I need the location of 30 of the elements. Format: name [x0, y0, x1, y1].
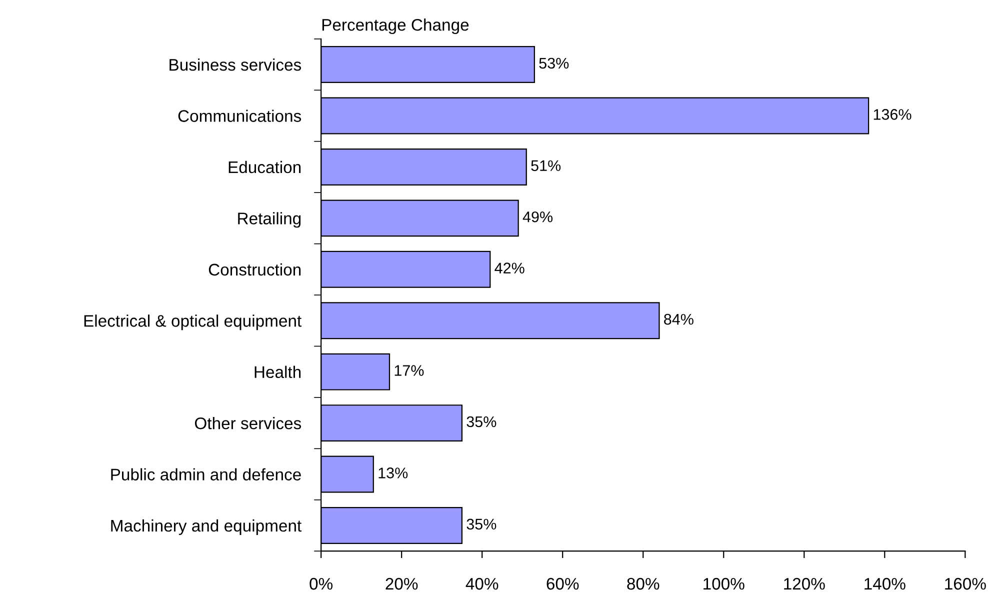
- chart-title: Percentage Change: [322, 18, 469, 34]
- data-label: 84%: [664, 314, 694, 325]
- x-tick-label: 160%: [945, 578, 986, 590]
- data-label: 17%: [394, 365, 424, 376]
- data-label: 49%: [522, 211, 553, 222]
- x-tick-label: 80%: [627, 578, 660, 590]
- y-tick-label: Machinery and equipment: [111, 519, 302, 535]
- x-tick-label: 0%: [310, 578, 333, 590]
- x-tick-label: 40%: [466, 578, 498, 590]
- x-tick-label: 20%: [386, 578, 418, 590]
- y-tick-label: Health: [254, 366, 301, 378]
- data-label: 53%: [539, 58, 569, 69]
- data-label: 13%: [378, 468, 408, 478]
- y-tick-label: Retailing: [238, 212, 301, 228]
- y-tick-label: Other services: [194, 417, 302, 430]
- data-label: 35%: [466, 416, 496, 428]
- data-label: 136%: [874, 109, 912, 120]
- x-tick-label: 140%: [864, 578, 906, 590]
- x-tick-label: 120%: [784, 578, 825, 590]
- y-tick-label: Public admin and defence: [111, 468, 301, 480]
- data-label: 35%: [466, 518, 496, 530]
- data-label: 42%: [494, 262, 524, 274]
- y-tick-label: Electrical & optical equipment: [84, 314, 302, 330]
- y-tick-label: Communications: [178, 110, 302, 122]
- x-tick-label: 100%: [704, 578, 744, 590]
- y-tick-label: Construction: [208, 263, 301, 276]
- data-label: 51%: [531, 160, 561, 172]
- y-tick-label: Education: [228, 160, 301, 174]
- y-tick-label: Business services: [170, 58, 302, 71]
- x-tick-label: 60%: [546, 578, 579, 590]
